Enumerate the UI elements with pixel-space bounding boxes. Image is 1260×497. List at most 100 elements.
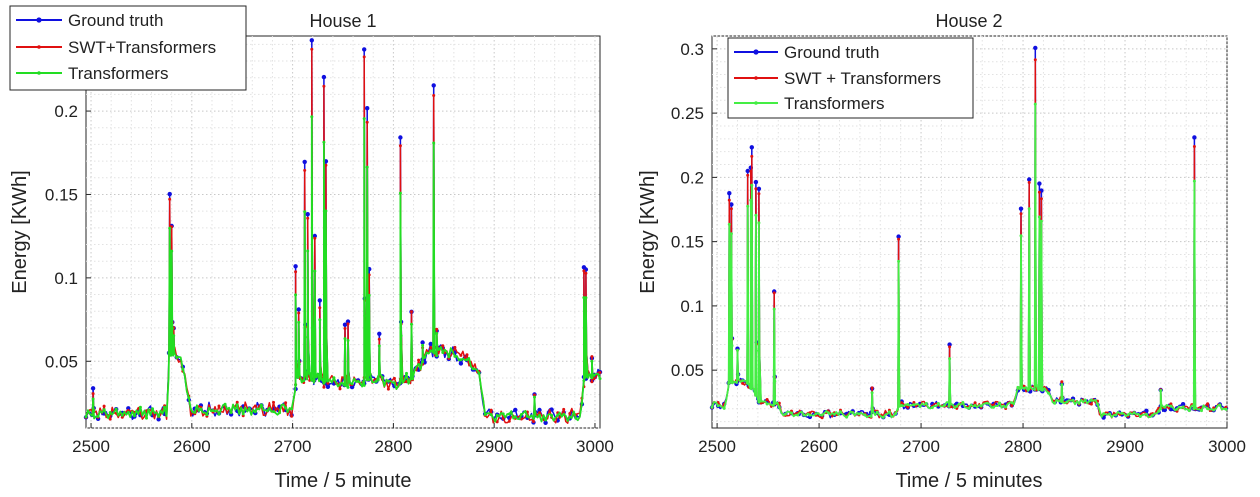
data-point xyxy=(163,405,167,409)
data-point xyxy=(900,404,904,407)
data-point xyxy=(1022,386,1026,390)
data-point xyxy=(120,415,124,419)
chart-title: House 1 xyxy=(309,11,376,31)
data-point xyxy=(582,379,586,383)
data-point xyxy=(1192,135,1197,140)
legend-house-2: Ground truth SWT + Transformers Transfor… xyxy=(727,37,974,119)
data-point xyxy=(1037,181,1042,186)
data-point xyxy=(586,375,590,379)
data-point xyxy=(417,358,421,362)
data-point xyxy=(303,210,307,214)
data-point xyxy=(918,405,922,408)
data-point xyxy=(1169,404,1173,408)
x-tick-label: 2800 xyxy=(1004,437,1042,456)
legend-marker-transformers xyxy=(37,71,41,75)
data-point xyxy=(217,404,221,408)
data-point xyxy=(979,404,983,408)
data-point xyxy=(1175,407,1179,411)
data-point xyxy=(477,371,481,375)
data-point xyxy=(1060,396,1064,400)
data-point xyxy=(1077,401,1081,405)
data-point xyxy=(356,379,360,383)
data-point xyxy=(290,407,294,411)
data-point xyxy=(410,322,413,326)
chart-title: House 2 xyxy=(935,11,1002,31)
data-point xyxy=(167,351,171,355)
data-point xyxy=(1016,385,1020,389)
x-tick-label: 2700 xyxy=(902,437,940,456)
data-point xyxy=(345,319,351,324)
data-point xyxy=(592,373,596,377)
data-point xyxy=(906,403,910,406)
data-point xyxy=(362,380,366,384)
data-point xyxy=(108,411,112,414)
data-point xyxy=(869,414,873,418)
data-point xyxy=(532,420,535,423)
data-point xyxy=(1192,179,1196,183)
data-point xyxy=(513,407,518,413)
data-point xyxy=(302,379,306,383)
data-point xyxy=(332,376,336,380)
data-point xyxy=(90,386,96,391)
data-point xyxy=(1144,408,1149,413)
data-point xyxy=(544,418,548,422)
data-point xyxy=(290,414,294,418)
data-point xyxy=(380,375,384,379)
data-point xyxy=(759,399,763,403)
data-point xyxy=(205,413,209,417)
legend-house-1: Ground truth SWT+Transformers Transforme… xyxy=(9,5,247,91)
data-point xyxy=(120,413,124,417)
x-axis-label: Time / 5 minutes xyxy=(895,470,1042,492)
legend-label-ground-truth: Ground truth xyxy=(68,11,163,30)
data-point xyxy=(156,417,161,422)
data-point xyxy=(306,216,310,220)
series-markers-transformers xyxy=(710,102,1228,419)
data-point xyxy=(305,212,310,217)
data-point xyxy=(900,401,904,405)
data-point xyxy=(590,380,594,384)
data-point xyxy=(533,411,537,415)
data-point xyxy=(728,377,732,381)
data-point xyxy=(1206,407,1210,411)
data-point xyxy=(293,264,298,269)
series-group-house-1 xyxy=(83,38,603,425)
data-point xyxy=(324,377,328,381)
data-point xyxy=(729,207,733,211)
data-point xyxy=(736,348,739,352)
data-point xyxy=(398,144,402,148)
data-point xyxy=(924,401,928,405)
data-point xyxy=(912,401,916,404)
data-point xyxy=(325,384,331,389)
data-point xyxy=(187,396,191,400)
y-tick-label: 0.1 xyxy=(54,269,78,288)
data-point xyxy=(851,411,855,415)
data-point xyxy=(367,378,371,382)
data-point xyxy=(1187,409,1191,413)
data-point xyxy=(750,183,754,187)
data-point xyxy=(1047,391,1050,395)
data-point xyxy=(1027,181,1031,184)
data-point xyxy=(398,135,403,140)
data-point xyxy=(310,378,314,382)
data-point xyxy=(247,407,251,411)
data-point xyxy=(525,414,529,418)
data-point xyxy=(324,209,328,213)
data-point xyxy=(235,400,239,404)
data-point xyxy=(421,360,425,364)
data-point xyxy=(91,392,95,396)
data-point xyxy=(377,344,381,348)
data-point xyxy=(241,412,245,416)
data-point xyxy=(562,412,566,416)
data-point xyxy=(749,386,753,390)
data-point xyxy=(580,401,584,405)
y-tick-label: 0.05 xyxy=(671,361,704,380)
data-point xyxy=(1037,215,1041,219)
data-point xyxy=(1033,387,1037,391)
data-point xyxy=(532,416,535,420)
data-point xyxy=(338,382,342,386)
data-point xyxy=(399,334,403,338)
chart-house-1: 2500 2600 2700 2800 2900 3000 0.050.10.150.2 … xyxy=(9,5,614,492)
data-point xyxy=(217,412,221,416)
data-point xyxy=(967,406,971,410)
data-point xyxy=(1126,413,1130,417)
